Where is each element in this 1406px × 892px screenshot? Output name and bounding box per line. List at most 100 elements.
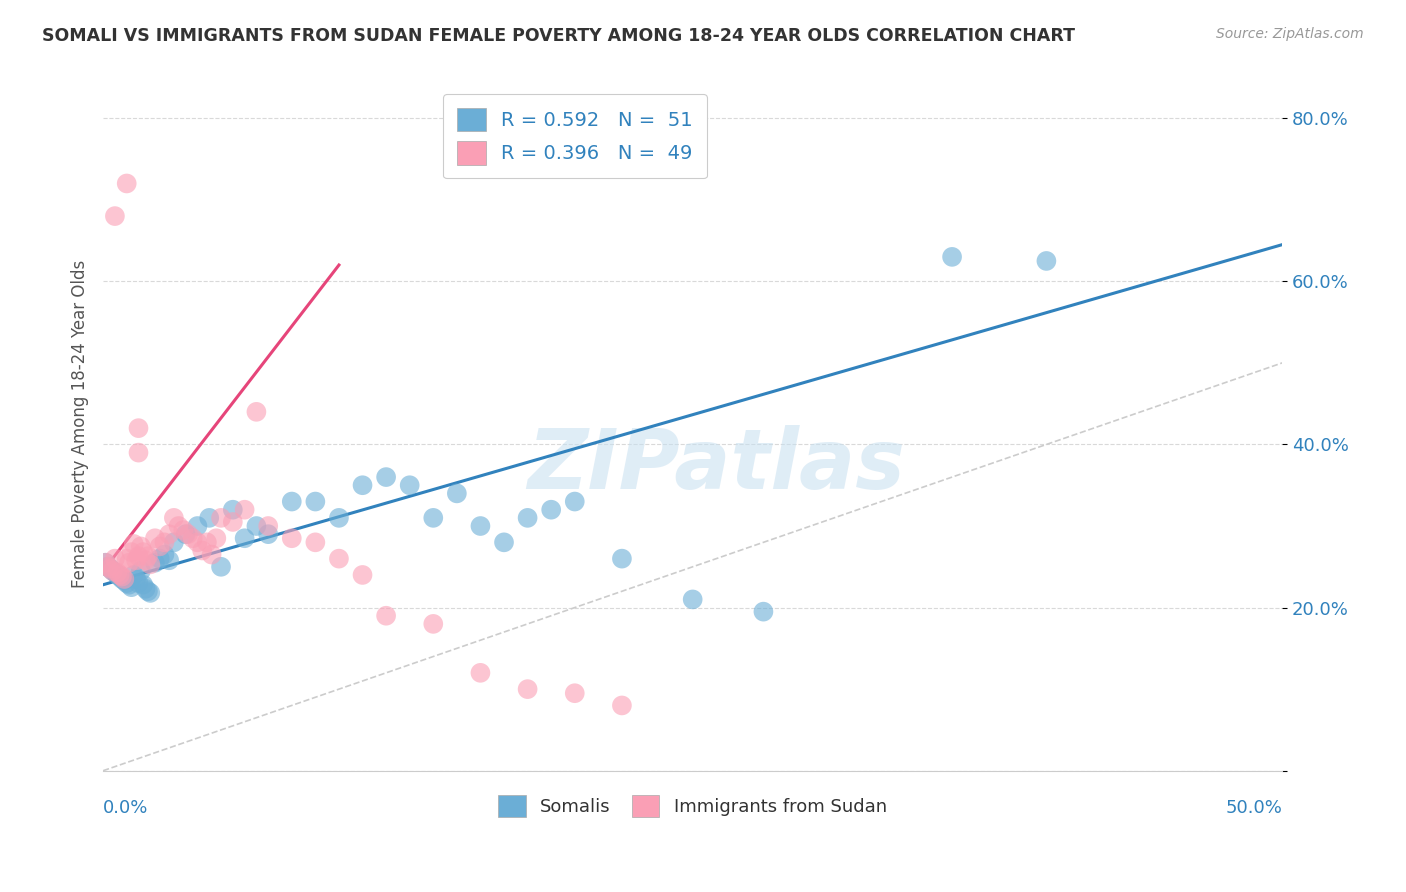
Y-axis label: Female Poverty Among 18-24 Year Olds: Female Poverty Among 18-24 Year Olds	[72, 260, 89, 588]
Point	[257, 527, 280, 541]
Point	[328, 511, 350, 525]
Point	[118, 556, 141, 570]
Point	[98, 561, 121, 575]
Point	[422, 511, 444, 525]
Point	[233, 502, 256, 516]
Point	[281, 531, 304, 545]
Point	[163, 511, 186, 525]
Point	[111, 572, 134, 586]
Point	[446, 486, 468, 500]
Text: SOMALI VS IMMIGRANTS FROM SUDAN FEMALE POVERTY AMONG 18-24 YEAR OLDS CORRELATION: SOMALI VS IMMIGRANTS FROM SUDAN FEMALE P…	[42, 27, 1076, 45]
Point	[682, 592, 704, 607]
Point	[205, 531, 228, 545]
Point	[191, 543, 214, 558]
Point	[97, 559, 120, 574]
Point	[328, 551, 350, 566]
Point	[375, 470, 398, 484]
Point	[136, 584, 159, 599]
Point	[610, 698, 633, 713]
Point	[516, 682, 538, 697]
Point	[941, 250, 963, 264]
Point	[104, 551, 127, 566]
Point	[149, 551, 172, 566]
Point	[186, 535, 208, 549]
Point	[125, 572, 148, 586]
Point	[112, 572, 135, 586]
Point	[129, 540, 152, 554]
Point	[153, 535, 176, 549]
Point	[118, 578, 141, 592]
Point	[115, 576, 138, 591]
Point	[375, 608, 398, 623]
Point	[115, 177, 138, 191]
Point	[233, 531, 256, 545]
Point	[201, 548, 224, 562]
Point	[304, 535, 326, 549]
Point	[101, 564, 124, 578]
Point	[122, 537, 145, 551]
Point	[108, 569, 131, 583]
Point	[143, 531, 166, 545]
Point	[97, 559, 120, 574]
Point	[610, 551, 633, 566]
Point	[94, 556, 117, 570]
Point	[209, 511, 232, 525]
Point	[422, 616, 444, 631]
Point	[132, 545, 155, 559]
Point	[198, 511, 221, 525]
Legend: Somalis, Immigrants from Sudan: Somalis, Immigrants from Sudan	[491, 788, 894, 824]
Point	[281, 494, 304, 508]
Point	[222, 502, 245, 516]
Point	[120, 580, 142, 594]
Point	[157, 553, 180, 567]
Point	[516, 511, 538, 525]
Point	[257, 519, 280, 533]
Text: 0.0%: 0.0%	[103, 799, 149, 817]
Text: 50.0%: 50.0%	[1226, 799, 1282, 817]
Point	[181, 531, 204, 545]
Point	[135, 553, 157, 567]
Point	[245, 519, 267, 533]
Point	[149, 540, 172, 554]
Point	[174, 527, 197, 541]
Point	[94, 556, 117, 570]
Point	[398, 478, 420, 492]
Point	[167, 519, 190, 533]
Point	[564, 686, 586, 700]
Point	[108, 568, 131, 582]
Point	[128, 549, 150, 564]
Point	[1035, 254, 1057, 268]
Point	[163, 535, 186, 549]
Point	[105, 568, 128, 582]
Point	[157, 527, 180, 541]
Point	[128, 445, 150, 459]
Text: ZIPatlas: ZIPatlas	[527, 425, 905, 506]
Point	[135, 582, 157, 596]
Point	[172, 523, 194, 537]
Point	[132, 578, 155, 592]
Point	[136, 549, 159, 564]
Point	[352, 478, 374, 492]
Point	[540, 502, 562, 516]
Point	[98, 561, 121, 575]
Point	[104, 566, 127, 580]
Point	[209, 559, 232, 574]
Point	[177, 527, 200, 541]
Point	[195, 535, 218, 549]
Point	[153, 548, 176, 562]
Point	[115, 551, 138, 566]
Point	[470, 665, 492, 680]
Point	[128, 421, 150, 435]
Point	[492, 535, 515, 549]
Text: Source: ZipAtlas.com: Source: ZipAtlas.com	[1216, 27, 1364, 41]
Point	[470, 519, 492, 533]
Point	[104, 209, 127, 223]
Point	[125, 553, 148, 567]
Point	[111, 569, 134, 583]
Point	[304, 494, 326, 508]
Point	[222, 515, 245, 529]
Point	[128, 576, 150, 591]
Point	[122, 568, 145, 582]
Point	[352, 568, 374, 582]
Point	[120, 545, 142, 559]
